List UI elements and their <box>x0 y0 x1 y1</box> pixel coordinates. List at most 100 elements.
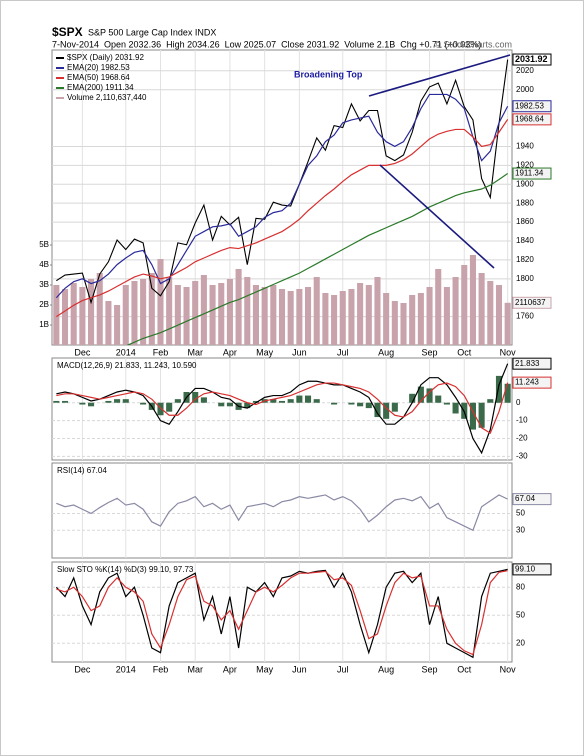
bar <box>252 400 259 403</box>
x-tick-label: Aug <box>378 664 394 674</box>
line <box>56 119 509 318</box>
x-tick-label: Jul <box>337 347 349 357</box>
legend-entry: EMA(200) 1911.34 <box>67 83 134 92</box>
index-name: S&P 500 Large Cap Index INDX <box>88 27 216 37</box>
bar <box>166 402 173 412</box>
x-tick-label: May <box>256 347 274 357</box>
bar <box>226 402 233 407</box>
bar <box>105 400 112 403</box>
bar <box>244 277 251 345</box>
bar <box>409 393 416 403</box>
bar <box>209 285 216 345</box>
bar <box>443 287 450 345</box>
line <box>56 59 509 305</box>
bar <box>174 285 181 345</box>
bar <box>426 388 433 403</box>
y-tick-label: 1820 <box>516 255 534 264</box>
bar <box>426 287 433 345</box>
bar <box>339 291 346 345</box>
x-tick-label: 2014 <box>116 664 136 674</box>
bar <box>495 285 503 345</box>
panel <box>51 357 513 461</box>
bar <box>96 273 103 345</box>
bar <box>504 302 511 345</box>
y-tick-label: -10 <box>516 416 528 425</box>
y-tick-label: 30 <box>516 525 525 534</box>
x-tick-label: Feb <box>153 664 169 674</box>
value-box-label: 1911.34 <box>515 169 544 178</box>
bar <box>79 287 86 345</box>
bar <box>400 303 407 345</box>
value-box-label: 1968.64 <box>515 114 544 123</box>
bar <box>348 289 355 345</box>
bar <box>140 279 147 345</box>
bar <box>174 399 181 403</box>
bar <box>131 281 138 345</box>
y-tick-label: 2020 <box>516 66 534 75</box>
bar <box>140 402 147 405</box>
x-tick-label: Sep <box>422 347 438 357</box>
y-tick-label: 1800 <box>516 274 534 283</box>
y-tick-label: 1840 <box>516 236 534 245</box>
bar <box>487 281 494 345</box>
bar <box>348 402 355 405</box>
quote: 7-Nov-2014 Open 2032.36 High 2034.26 Low… <box>52 39 481 49</box>
bar <box>313 277 320 345</box>
y2-tick-label: 2B <box>39 300 49 309</box>
bar <box>122 399 129 403</box>
plot <box>52 562 512 662</box>
legend-entry: EMA(20) 1982.53 <box>67 63 130 72</box>
value-box <box>512 357 552 370</box>
panel-legend: MACD(12,26,9) 21.833, 11.243, 10.590 <box>57 361 197 370</box>
bar <box>365 285 372 345</box>
bar <box>495 375 503 403</box>
line <box>126 173 509 345</box>
x-tick-label: Oct <box>457 347 472 357</box>
bar <box>365 402 372 409</box>
line <box>56 570 508 656</box>
x-tick-label: Apr <box>223 664 237 674</box>
bar <box>200 275 207 345</box>
value-box-label: 11.243 <box>515 378 539 387</box>
bar <box>417 293 424 345</box>
value-box <box>512 493 552 506</box>
bar <box>504 383 511 403</box>
x-tick-label: May <box>256 664 274 674</box>
bar <box>114 399 121 403</box>
bar <box>357 402 364 407</box>
x-tick-label: Feb <box>153 347 169 357</box>
bar <box>114 305 121 345</box>
bar <box>157 259 164 345</box>
bar <box>409 295 416 345</box>
x-tick-label: Dec <box>74 664 91 674</box>
panel-legend: Slow STO %K(14) %D(3) 99.10, 97.73 <box>57 565 194 574</box>
plot <box>52 358 512 460</box>
bar <box>452 277 459 345</box>
bar <box>122 285 129 345</box>
bar <box>357 283 364 345</box>
bar <box>331 402 338 405</box>
plot <box>52 50 512 345</box>
line <box>56 363 509 455</box>
bar <box>53 285 60 345</box>
value-box-label: 1982.53 <box>515 101 544 110</box>
x-tick-label: Dec <box>74 347 91 357</box>
symbol: $SPX <box>52 25 83 39</box>
value-box <box>512 296 552 309</box>
bar <box>278 289 286 345</box>
y-tick-label: 1760 <box>516 312 534 321</box>
bar <box>218 283 225 345</box>
x-tick-label: Nov <box>500 347 517 357</box>
panel-legend: RSI(14) 67.04 <box>57 466 107 475</box>
bar <box>252 285 259 345</box>
value-box <box>512 53 552 66</box>
bar <box>296 289 303 345</box>
source: © StockCharts.com <box>434 39 512 49</box>
bar <box>218 402 225 407</box>
value-box <box>512 113 552 126</box>
bar <box>105 301 112 345</box>
panel <box>51 462 513 559</box>
y-tick-label: 1900 <box>516 179 534 188</box>
bar <box>166 277 173 345</box>
